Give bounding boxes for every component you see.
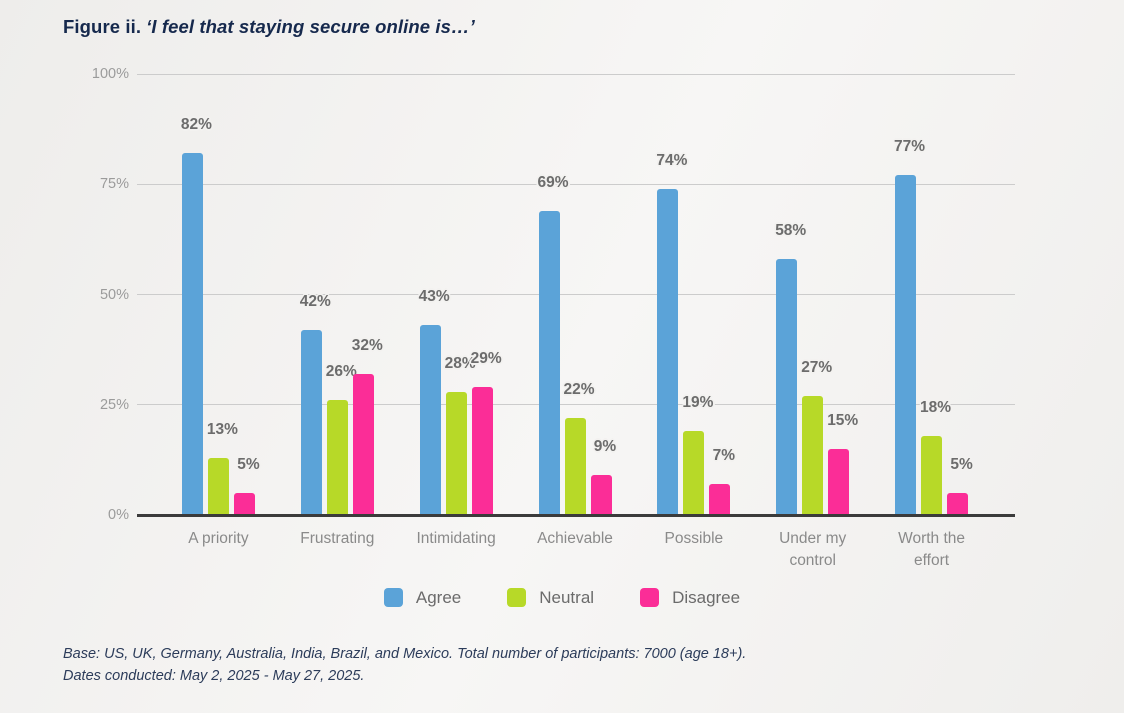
legend-label-agree: Agree — [415, 588, 462, 607]
bar-disagree-frustrating — [352, 373, 374, 515]
value-label-disagree-achievable: 9% — [593, 438, 617, 456]
footnote: Base: US, UK, Germany, Australia, India,… — [63, 646, 747, 685]
bar-neutral-achievable — [564, 417, 586, 515]
y-tick-label-75: 75% — [99, 176, 129, 193]
gridline-75 — [137, 183, 1015, 185]
value-label-agree-frustrating: 42% — [299, 292, 331, 310]
value-label-neutral-achievable: 22% — [563, 380, 595, 398]
value-label-neutral-possible: 19% — [682, 394, 714, 412]
y-tick-label-50: 50% — [99, 286, 129, 303]
value-label-disagree-a-priority: 5% — [237, 455, 260, 473]
value-label-agree-possible: 74% — [656, 151, 688, 169]
value-label-disagree-frustrating: 32% — [351, 336, 383, 354]
y-tick-label-0: 0% — [108, 507, 129, 523]
category-label-intimidating: Intimidating — [416, 530, 496, 547]
bar-disagree-worth-the-effort — [947, 492, 969, 515]
bar-disagree-a-priority — [233, 492, 255, 515]
legend-label-disagree: Disagree — [672, 588, 741, 607]
bar-disagree-achievable — [590, 475, 612, 515]
value-label-disagree-under-my-control: 15% — [827, 411, 859, 429]
value-label-agree-worth-the-effort: 77% — [894, 138, 926, 156]
value-label-agree-a-priority: 82% — [180, 116, 212, 134]
bar-agree-intimidating — [419, 325, 441, 515]
category-label-worth-the-effort: Worth the effort — [898, 530, 966, 569]
category-label-a-priority: A priority — [188, 530, 249, 547]
category-label-achievable: Achievable — [537, 530, 613, 547]
bar-agree-under-my-control — [776, 259, 798, 515]
bar-neutral-worth-the-effort — [921, 435, 943, 515]
gridline-50 — [137, 294, 1015, 295]
y-tick-label-25: 25% — [99, 396, 129, 413]
legend-swatch-neutral — [507, 588, 527, 607]
bar-disagree-intimidating — [471, 387, 493, 515]
value-label-neutral-intimidating: 28% — [444, 354, 476, 372]
legend-label-neutral: Neutral — [539, 588, 595, 607]
legend-swatch-disagree — [640, 588, 660, 607]
category-label-possible: Possible — [664, 530, 724, 547]
bar-agree-worth-the-effort — [895, 175, 917, 515]
category-label-frustrating: Frustrating — [300, 530, 375, 547]
figure-title: Figure ii. ‘I feel that staying secure on… — [63, 16, 475, 38]
legend-item-neutral: Neutral — [507, 588, 594, 607]
value-label-neutral-under-my-control: 27% — [801, 358, 833, 376]
legend-item-agree: Agree — [383, 588, 462, 607]
value-label-neutral-a-priority: 13% — [206, 420, 238, 438]
bar-disagree-possible — [709, 484, 731, 515]
figure-label: Figure ii. — [63, 16, 142, 37]
legend-swatch-agree — [383, 588, 403, 607]
figure-quote: ‘I feel that staying secure online is…’ — [146, 16, 475, 37]
bar-agree-possible — [657, 188, 679, 515]
value-label-disagree-worth-the-effort: 5% — [950, 455, 973, 473]
bar-agree-a-priority — [181, 153, 203, 515]
category-label-under-my-control: Under my control — [779, 530, 847, 569]
value-label-agree-under-my-control: 58% — [775, 222, 807, 240]
legend-item-disagree: Disagree — [640, 588, 740, 607]
bar-neutral-a-priority — [207, 457, 229, 515]
value-label-agree-achievable: 69% — [537, 173, 569, 191]
bar-neutral-frustrating — [326, 400, 348, 515]
bar-agree-achievable — [538, 210, 560, 515]
bar-neutral-intimidating — [445, 391, 467, 515]
gridline-25 — [137, 404, 1015, 406]
value-label-disagree-possible: 7% — [712, 447, 736, 465]
value-label-neutral-frustrating: 26% — [325, 363, 357, 381]
bar-neutral-possible — [683, 431, 705, 515]
value-label-neutral-worth-the-effort: 18% — [920, 398, 952, 416]
x-axis-line — [137, 514, 1015, 517]
value-label-disagree-intimidating: 29% — [470, 350, 502, 368]
value-label-agree-intimidating: 43% — [418, 288, 450, 306]
bar-agree-frustrating — [300, 329, 322, 515]
gridline-100 — [137, 73, 1015, 75]
bar-neutral-under-my-control — [802, 395, 824, 515]
chart-legend: Agree Neutral Disagree — [0, 588, 1124, 607]
y-tick-label-100: 100% — [91, 66, 129, 82]
bar-disagree-under-my-control — [828, 448, 850, 515]
